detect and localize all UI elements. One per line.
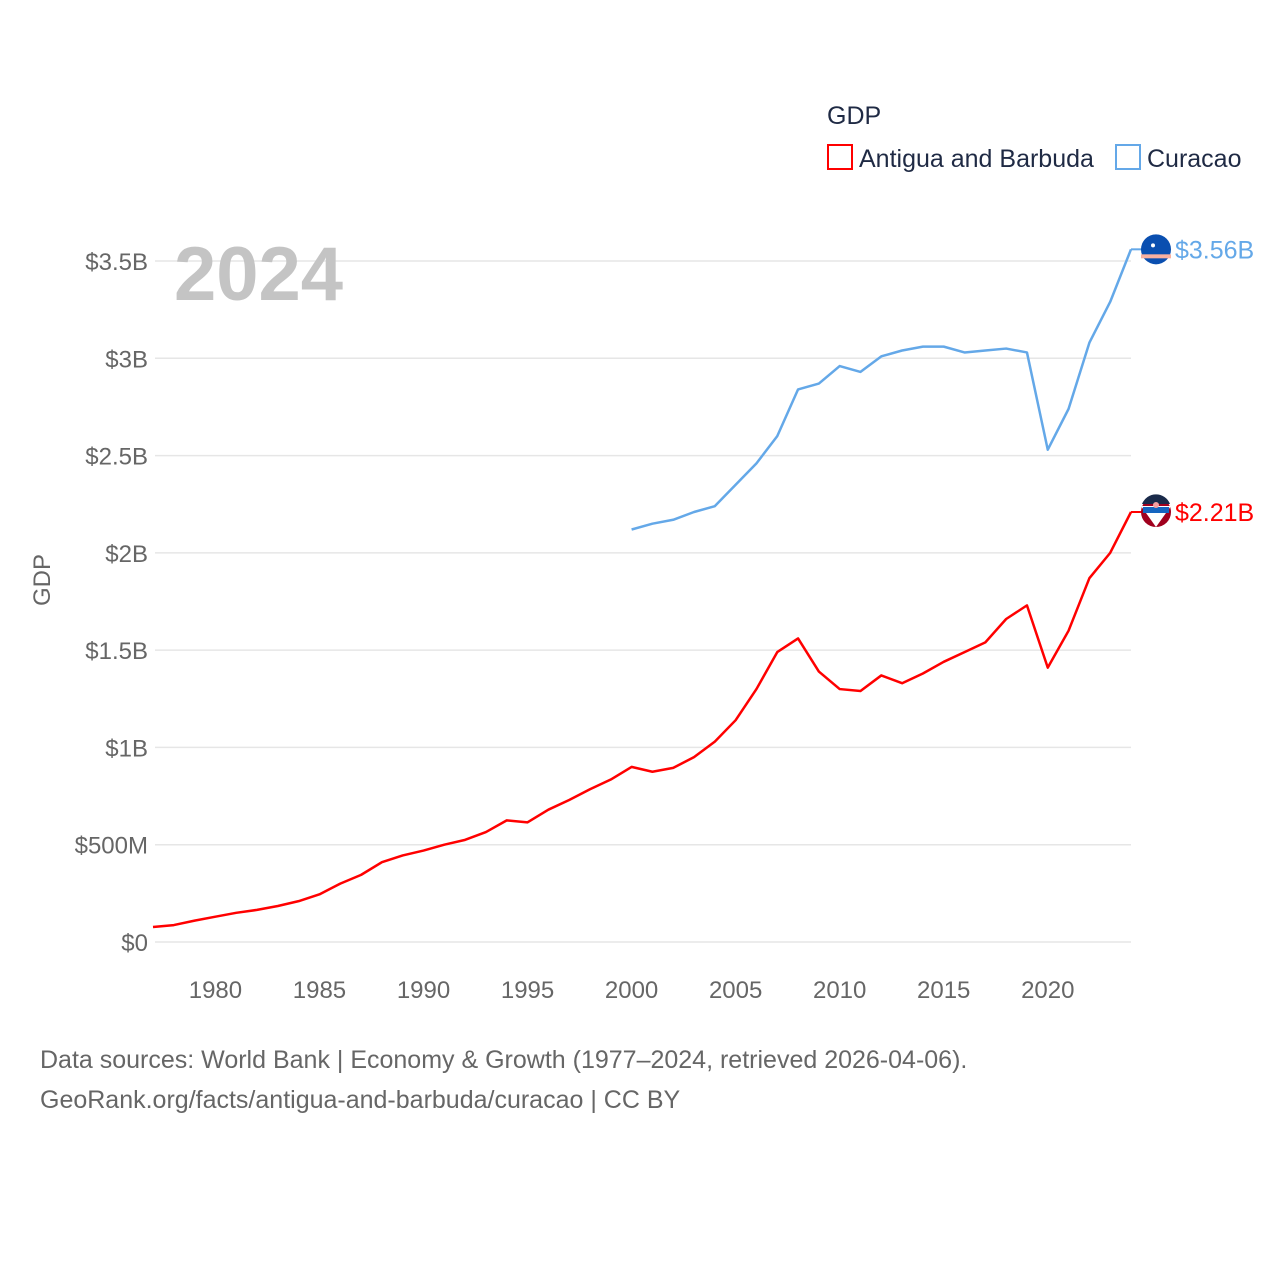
x-tick-label: 1990 bbox=[397, 977, 450, 1004]
y-axis-label: GDP bbox=[29, 554, 56, 606]
curacao-flag-icon bbox=[1141, 234, 1171, 265]
gdp-line-chart: 2024 $0 $500M $1B $1.5B $2B $2.5B $3B $3.5B 198… bbox=[29, 102, 1254, 1004]
flag-blue bbox=[1143, 506, 1169, 513]
y-tick-label: $2.5B bbox=[85, 444, 148, 471]
legend-swatch bbox=[827, 144, 853, 170]
year-watermark: 2024 bbox=[174, 232, 343, 317]
end-value-label: $3.56B bbox=[1175, 236, 1254, 264]
x-tick-label: 2020 bbox=[1021, 977, 1074, 1004]
end-value-label: $2.21B bbox=[1175, 499, 1254, 527]
footer-link[interactable]: GeoRank.org/facts/antigua-and-barbuda/cu… bbox=[40, 1086, 681, 1114]
series-line-antigua-and-barbuda bbox=[152, 511, 1133, 929]
legend-label: Curacao bbox=[1147, 145, 1242, 173]
x-tick-label: 1995 bbox=[501, 977, 554, 1004]
x-tick-label: 1980 bbox=[189, 977, 242, 1004]
legend-title: GDP bbox=[827, 102, 881, 130]
x-tick-label: 2005 bbox=[709, 977, 762, 1004]
flag-bg bbox=[1141, 234, 1171, 265]
flag-sun bbox=[1153, 501, 1159, 508]
y-tick-label: $1.5B bbox=[85, 638, 148, 665]
y-tick-label: $500M bbox=[75, 833, 148, 860]
x-tick-label: 2015 bbox=[917, 977, 970, 1004]
legend-swatch bbox=[1115, 144, 1141, 170]
y-tick-label: $1B bbox=[105, 735, 148, 762]
antigua-and-barbuda-flag-icon bbox=[1141, 494, 1171, 527]
flag-stripe bbox=[1141, 254, 1171, 259]
y-tick-label: $3B bbox=[105, 346, 148, 373]
x-tick-label: 1985 bbox=[293, 977, 346, 1004]
series-line-curacao bbox=[631, 248, 1133, 531]
y-tick-label: $0 bbox=[121, 930, 148, 957]
x-tick-label: 2010 bbox=[813, 977, 866, 1004]
footer-sources: Data sources: World Bank | Economy & Gro… bbox=[40, 1046, 968, 1074]
x-tick-label: 2000 bbox=[605, 977, 658, 1004]
flag-star bbox=[1151, 243, 1155, 248]
flag-black bbox=[1142, 494, 1170, 504]
legend-label: Antigua and Barbuda bbox=[859, 145, 1094, 173]
y-tick-label: $2B bbox=[105, 541, 148, 568]
y-tick-label: $3.5B bbox=[85, 249, 148, 276]
